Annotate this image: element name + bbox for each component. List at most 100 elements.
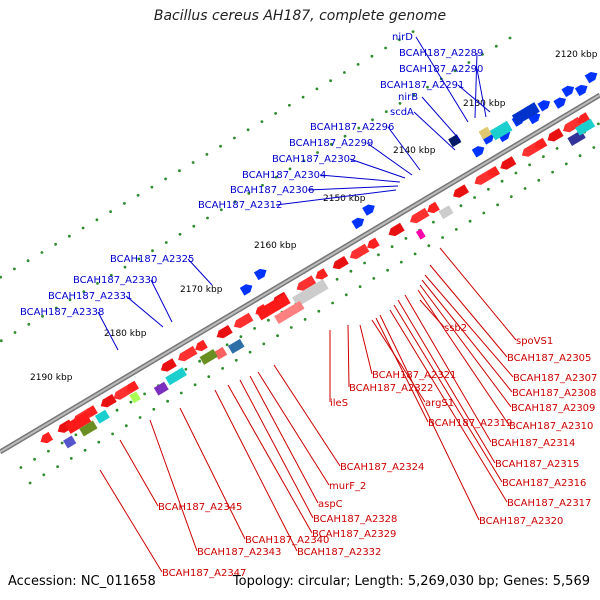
forward-gene-arrow: [239, 284, 253, 296]
gc-dot: [578, 154, 582, 158]
reverse-gene-block: [64, 412, 92, 434]
gc-dot: [372, 277, 376, 280]
leader-line: [366, 142, 413, 176]
gc-dot: [496, 203, 499, 207]
reverse-gene-block: [213, 346, 228, 360]
gc-dot: [262, 342, 266, 346]
gc-dot: [239, 335, 243, 338]
gc-dot: [54, 242, 57, 246]
leader-line: [187, 258, 213, 286]
reverse-gene-name: BCAH187_A2320: [479, 516, 563, 527]
forward-gene-label-BCAH187_A2290: BCAH187_A2290: [399, 64, 487, 118]
leader-line: [125, 295, 164, 328]
leader-line: [393, 304, 503, 483]
gc-dot: [390, 245, 394, 249]
gc-dot: [344, 293, 348, 297]
gc-dot: [261, 183, 264, 187]
reverse-gene-name: BCAH187_A2316: [502, 478, 586, 489]
reverse-gene-arrow: [349, 243, 370, 260]
gc-dot: [137, 257, 141, 261]
gc-dot: [404, 237, 408, 240]
leader-line: [413, 111, 456, 151]
forward-gene-label-BCAH187_A2330: BCAH187_A2330: [73, 275, 173, 323]
reverse-gene-block: [575, 118, 596, 136]
gc-dot: [509, 195, 513, 199]
reverse-gene-label-BCAH187_A2308: BCAH187_A2308: [421, 279, 596, 399]
leader-line: [150, 279, 173, 323]
gc-dot: [124, 424, 128, 428]
gc-dot: [329, 79, 332, 83]
gc-dot: [398, 102, 402, 105]
reverse-gene-label-BCAH187_A2316: BCAH187_A2316: [393, 304, 586, 489]
reverse-gene-arrow: [534, 137, 548, 150]
gc-dot: [205, 153, 209, 156]
gc-dot: [95, 218, 99, 222]
gc-dot: [289, 326, 293, 329]
forward-gene-name: nirD: [392, 32, 413, 43]
reverse-gene-label-murF_2: murF_2: [257, 371, 366, 492]
leader-line: [457, 84, 491, 113]
gc-dot: [317, 309, 321, 313]
leader-line: [97, 311, 119, 351]
leader-line: [239, 379, 314, 519]
gc-dot: [487, 187, 490, 191]
reverse-gene-name: BCAH187_A2340: [245, 535, 329, 546]
reverse-gene-block: [129, 391, 141, 404]
reverse-gene-block: [63, 435, 77, 449]
forward-gene-arrow: [553, 97, 567, 109]
reverse-gene-name: BCAH187_A2347: [162, 568, 246, 579]
gc-dot: [357, 126, 361, 130]
gc-dot: [411, 30, 415, 33]
reverse-gene-name: aspC: [318, 499, 343, 510]
reverse-gene-arrow: [453, 184, 470, 198]
gc-dot: [225, 343, 229, 347]
tick-label-2170-kbp: 2170 kbp: [180, 285, 223, 295]
gc-dot: [398, 38, 401, 42]
gc-dot: [164, 177, 168, 181]
gc-dot: [143, 392, 147, 396]
gc-dot: [274, 112, 277, 115]
gc-dot: [371, 118, 374, 122]
forward-gene-label-BCAH187_A2296: BCAH187_A2296: [310, 122, 421, 171]
gc-dot: [288, 167, 292, 171]
gc-dot: [349, 269, 353, 273]
forward-gene-name: BCAH187_A2290: [399, 64, 483, 75]
gc-dot: [27, 322, 31, 326]
gc-dot: [56, 465, 59, 468]
forward-gene-name: scdA: [390, 107, 414, 118]
gc-dot: [193, 383, 197, 387]
gc-dot: [454, 228, 458, 231]
reverse-gene-block: [165, 367, 187, 386]
gc-dot: [356, 63, 360, 66]
reverse-gene-label-BCAH187_A2340: BCAH187_A2340: [179, 407, 329, 546]
leader-line: [439, 247, 517, 341]
gc-dot: [26, 259, 30, 263]
reverse-gene-name: BCAH187_A2319: [428, 418, 512, 429]
gc-dot: [151, 249, 154, 253]
reverse-gene-label-BCAH187_A2310: BCAH187_A2310: [417, 289, 593, 432]
reverse-gene-block: [415, 228, 426, 240]
leader-line: [421, 96, 461, 141]
gc-dot: [219, 144, 223, 148]
gc-dot: [592, 146, 596, 149]
gc-dot: [41, 314, 44, 318]
gc-dot: [28, 481, 32, 485]
reverse-gene-block: [153, 381, 169, 396]
forward-gene-label-BCAH187_A2312: BCAH187_A2312: [198, 189, 397, 211]
gc-dot: [315, 87, 319, 91]
gc-dot: [166, 399, 170, 403]
reverse-gene-block: [94, 409, 110, 424]
reverse-gene-name: BCAH187_A2314: [491, 438, 575, 449]
gc-dot: [152, 407, 156, 411]
gc-dot: [111, 432, 114, 436]
reverse-gene-label-BCAH187_A2343: BCAH187_A2343: [149, 419, 281, 558]
gc-dot: [192, 224, 196, 228]
reverse-gene-arrow: [216, 324, 233, 339]
reverse-gene-name: BCAH187_A2315: [495, 459, 579, 470]
gc-dot: [303, 318, 307, 321]
gc-dot: [234, 358, 238, 362]
gc-dot: [412, 93, 416, 97]
gc-dot: [377, 253, 380, 257]
gc-dot: [564, 162, 568, 166]
reverse-gene-name: murF_2: [329, 481, 366, 492]
